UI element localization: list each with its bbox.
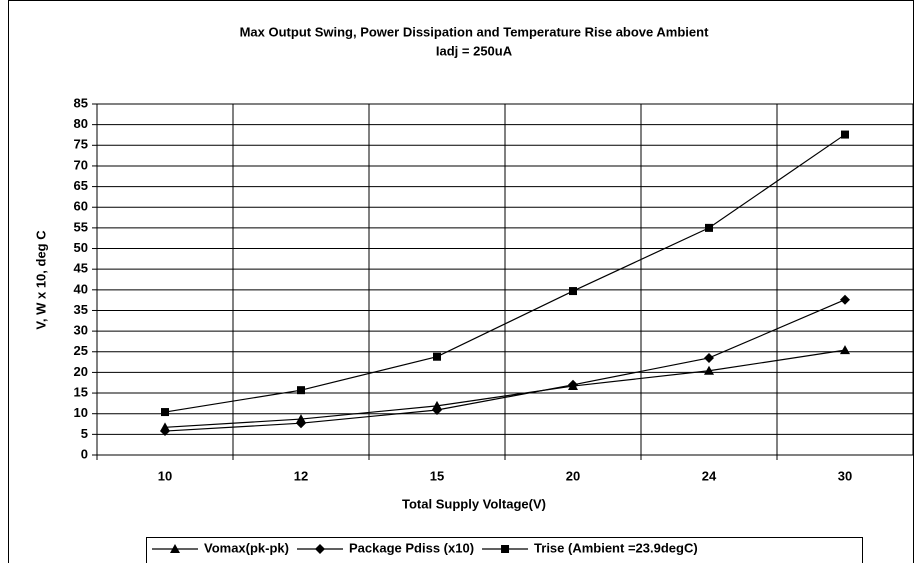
x-tick-label: 10 <box>158 468 172 483</box>
y-tick-label: 0 <box>81 446 88 461</box>
legend-label: Package Pdiss (x10) <box>349 540 474 555</box>
chart-title: Max Output Swing, Power Dissipation and … <box>240 24 709 39</box>
series-line <box>164 299 846 432</box>
marker-square <box>433 352 441 361</box>
y-tick-label: 60 <box>74 199 88 214</box>
marker-diamond <box>315 544 325 554</box>
marker-triangle <box>704 365 714 375</box>
marker-square <box>569 287 577 296</box>
x-tick-label: 12 <box>294 468 308 483</box>
x-tick-label: 20 <box>566 468 580 483</box>
y-tick-label: 25 <box>74 343 88 358</box>
y-tick-label: 5 <box>81 426 88 441</box>
y-tick-label: 85 <box>74 95 88 110</box>
marker-diamond <box>568 379 578 390</box>
marker-triangle <box>170 544 180 553</box>
y-tick-label: 40 <box>74 281 88 296</box>
y-tick-label: 70 <box>74 157 88 172</box>
y-tick-label: 10 <box>74 405 88 420</box>
marker-diamond <box>432 404 442 415</box>
marker-diamond <box>840 294 850 305</box>
marker-diamond <box>296 418 306 429</box>
y-tick-label: 80 <box>74 116 88 131</box>
legend-box <box>146 537 863 563</box>
x-tick-label: 30 <box>838 468 852 483</box>
legend-label: Vomax(pk-pk) <box>204 540 289 555</box>
chart-subtitle: Iadj = 250uA <box>436 43 513 58</box>
y-tick-label: 50 <box>74 240 88 255</box>
x-axis-label: Total Supply Voltage(V) <box>402 496 546 511</box>
marker-diamond <box>160 426 170 437</box>
series-line <box>164 349 846 428</box>
x-tick-label: 24 <box>702 468 717 483</box>
x-tick-label: 15 <box>430 468 444 483</box>
y-tick-label: 45 <box>74 261 88 276</box>
legend-label: Trise (Ambient =23.9degC) <box>534 540 698 555</box>
y-tick-label: 35 <box>74 302 88 317</box>
y-tick-label: 55 <box>74 219 88 234</box>
y-axis-label: V, W x 10, deg C <box>33 230 48 330</box>
y-tick-label: 65 <box>74 178 88 193</box>
marker-square <box>501 545 510 553</box>
y-tick-label: 15 <box>74 384 88 399</box>
marker-square <box>161 408 169 417</box>
marker-square <box>297 386 305 395</box>
marker-triangle <box>840 345 850 355</box>
marker-square <box>705 223 713 232</box>
marker-square <box>841 130 849 139</box>
y-tick-label: 20 <box>74 364 88 379</box>
y-tick-label: 75 <box>74 137 88 152</box>
series-line <box>164 134 846 413</box>
marker-diamond <box>704 352 714 363</box>
y-tick-label: 30 <box>74 323 88 338</box>
